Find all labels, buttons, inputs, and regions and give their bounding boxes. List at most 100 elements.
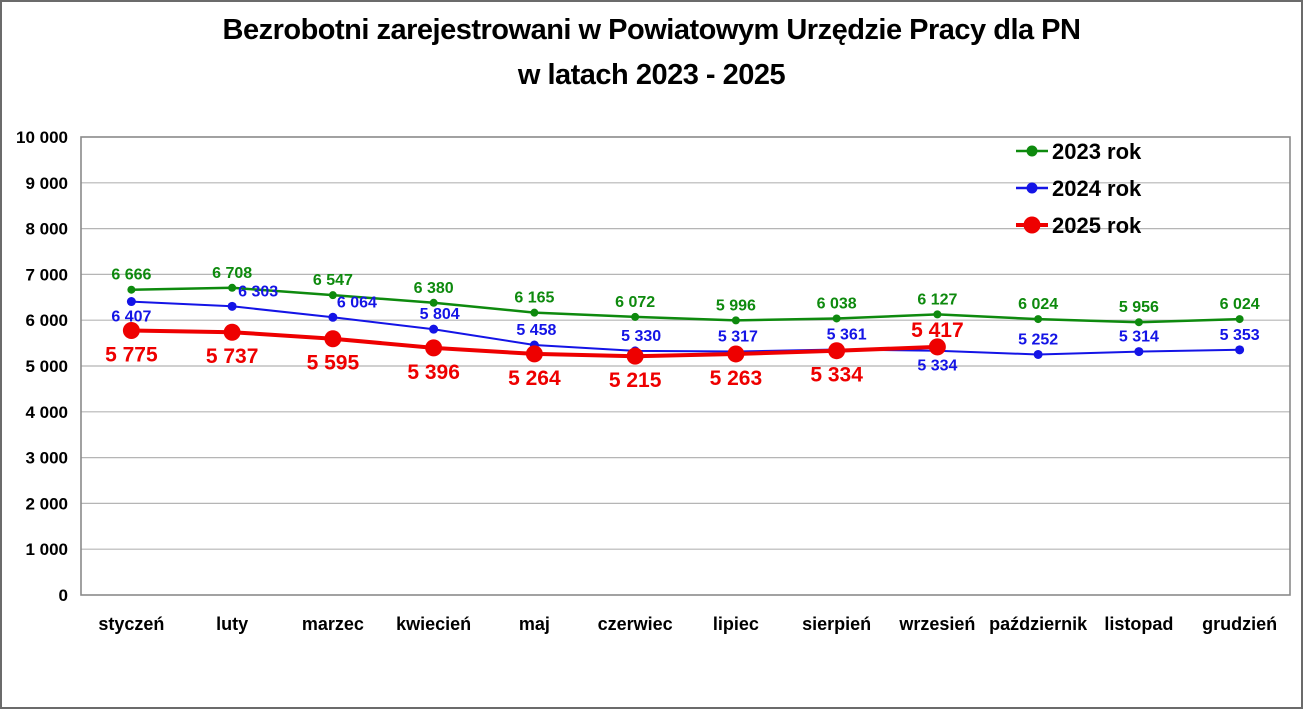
- data-label: 5 334: [917, 358, 957, 375]
- x-tick-label: sierpień: [802, 614, 871, 634]
- point-marker: [1034, 315, 1043, 324]
- point-marker: [122, 322, 140, 340]
- y-tick-label: 5 000: [25, 357, 68, 376]
- legend-marker: [1026, 145, 1038, 157]
- point-marker: [429, 298, 438, 307]
- x-tick-label: styczeń: [98, 614, 164, 634]
- legend-label: 2025 rok: [1052, 213, 1142, 238]
- point-marker: [933, 310, 942, 319]
- point-marker: [928, 338, 946, 356]
- legend-label: 2024 rok: [1052, 176, 1142, 201]
- data-label: 5 458: [516, 322, 556, 339]
- point-marker: [127, 285, 136, 294]
- y-tick-label: 3 000: [25, 449, 68, 468]
- y-tick-label: 1 000: [25, 540, 68, 559]
- chart-title-line1: Bezrobotni zarejestrowani w Powiatowym U…: [222, 14, 1081, 46]
- legend-label: 2023 rok: [1052, 139, 1142, 164]
- y-tick-label: 4 000: [25, 403, 68, 422]
- chart-title-line2: w latach 2023 - 2025: [517, 59, 786, 91]
- data-label: 6 708: [212, 265, 252, 282]
- data-label: 6 064: [337, 294, 377, 311]
- point-marker: [525, 345, 543, 363]
- data-label: 6 072: [615, 294, 655, 311]
- point-marker: [223, 323, 241, 341]
- data-label: 5 775: [105, 344, 158, 367]
- point-marker: [1134, 347, 1144, 357]
- point-marker: [1134, 318, 1143, 327]
- data-label: 5 996: [716, 297, 756, 314]
- point-marker: [1033, 349, 1043, 359]
- data-label: 6 303: [238, 283, 278, 300]
- data-label: 6 547: [313, 272, 353, 289]
- data-label: 5 330: [621, 328, 661, 345]
- chart-title: Bezrobotni zarejestrowani w Powiatowym U…: [2, 8, 1301, 98]
- point-marker: [328, 312, 338, 322]
- data-label: 5 264: [508, 367, 561, 390]
- point-marker: [328, 291, 337, 300]
- data-label: 5 417: [911, 319, 964, 342]
- y-tick-label: 6 000: [25, 311, 68, 330]
- data-label: 5 252: [1018, 331, 1058, 348]
- data-label: 5 737: [206, 345, 259, 368]
- data-label: 6 666: [111, 267, 151, 284]
- point-marker: [429, 324, 439, 334]
- point-marker: [324, 330, 342, 348]
- point-marker: [227, 301, 237, 311]
- y-tick-label: 0: [59, 586, 68, 605]
- x-tick-label: kwiecień: [396, 614, 471, 634]
- point-marker: [530, 308, 539, 317]
- point-marker: [731, 316, 740, 325]
- point-marker: [1235, 345, 1245, 355]
- data-label: 6 038: [817, 295, 857, 312]
- point-marker: [631, 312, 640, 321]
- legend-item: 2023 rok: [1016, 139, 1142, 164]
- data-label: 5 353: [1220, 327, 1260, 344]
- data-label: 6 380: [414, 280, 454, 297]
- y-tick-label: 9 000: [25, 174, 68, 193]
- data-label: 5 317: [718, 328, 758, 345]
- y-tick-label: 10 000: [16, 128, 68, 147]
- data-label: 5 396: [407, 361, 460, 384]
- data-label: 6 024: [1018, 296, 1058, 313]
- y-tick-label: 7 000: [25, 265, 68, 284]
- data-label: 6 165: [514, 290, 554, 307]
- legend-marker: [1023, 216, 1041, 234]
- point-marker: [425, 339, 443, 357]
- point-marker: [727, 345, 745, 363]
- series-line-2024-rok: [130, 300, 1241, 356]
- x-tick-label: październik: [989, 614, 1088, 634]
- x-tick-label: luty: [216, 614, 248, 634]
- data-label: 5 215: [609, 369, 662, 392]
- data-label: 5 804: [420, 306, 460, 323]
- legend-item: 2025 rok: [1016, 213, 1142, 238]
- y-tick-label: 8 000: [25, 220, 68, 239]
- data-label: 5 334: [810, 364, 863, 387]
- data-label: 5 956: [1119, 299, 1159, 316]
- data-label: 6 024: [1220, 296, 1260, 313]
- point-marker: [626, 347, 644, 365]
- point-marker: [126, 297, 136, 307]
- x-tick-label: maj: [519, 614, 550, 634]
- x-tick-label: grudzień: [1202, 614, 1277, 634]
- x-tick-label: listopad: [1104, 614, 1173, 634]
- data-label: 6 407: [111, 309, 151, 326]
- x-tick-label: czerwiec: [598, 614, 673, 634]
- x-tick-label: marzec: [302, 614, 364, 634]
- legend-item: 2024 rok: [1016, 176, 1142, 201]
- data-label: 5 361: [827, 326, 867, 343]
- data-label: 6 127: [917, 291, 957, 308]
- point-marker: [1235, 315, 1244, 324]
- y-tick-label: 2 000: [25, 494, 68, 513]
- legend-marker: [1026, 182, 1038, 194]
- point-marker: [832, 314, 841, 323]
- x-tick-label: lipiec: [713, 614, 759, 634]
- point-marker: [828, 342, 846, 360]
- point-marker: [228, 283, 237, 292]
- data-label: 5 314: [1119, 329, 1159, 346]
- x-tick-label: wrzesień: [898, 614, 975, 634]
- data-label: 5 263: [710, 367, 763, 390]
- series-line-2023-rok: [130, 286, 1241, 324]
- data-label: 5 595: [307, 352, 360, 375]
